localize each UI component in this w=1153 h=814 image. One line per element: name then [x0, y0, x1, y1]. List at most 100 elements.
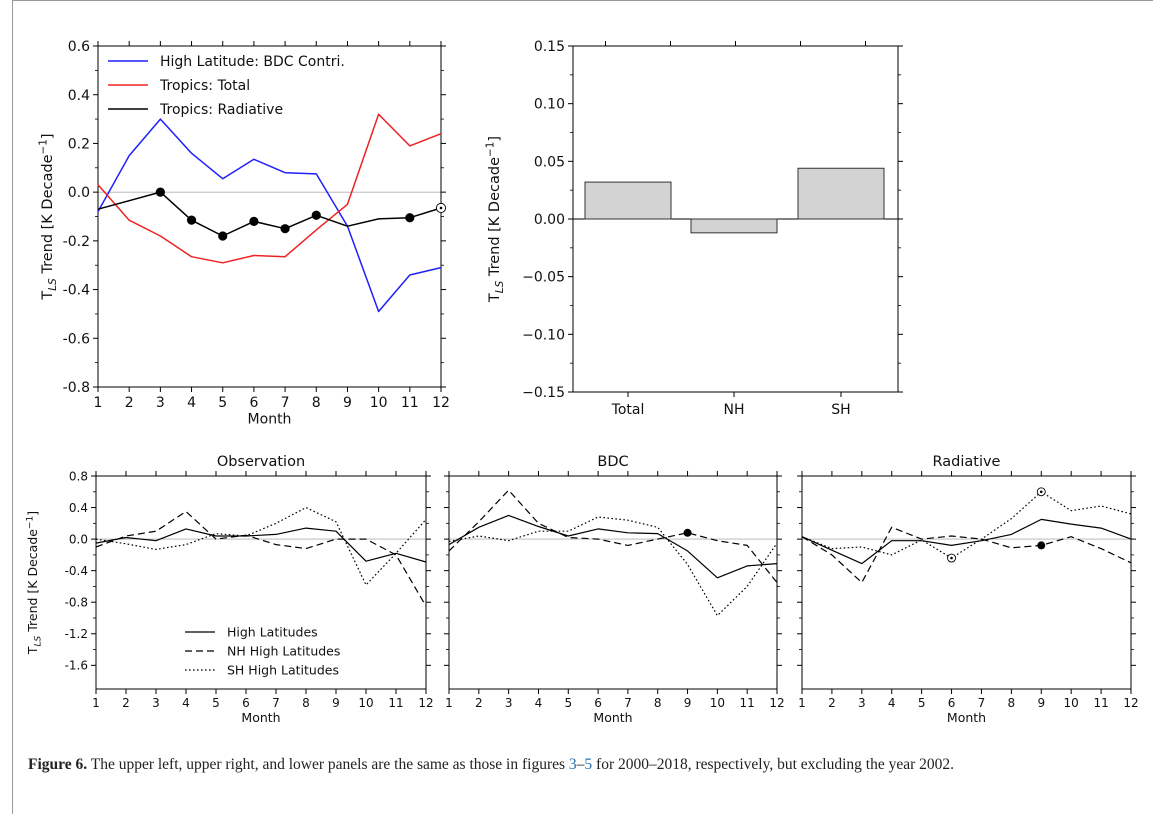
series-line-tropics-radiative	[97, 191, 442, 237]
x-tick-label: SH	[831, 402, 850, 418]
legend-label: Tropics: Total	[159, 78, 250, 94]
y-axis-label-t: T	[25, 646, 40, 655]
legend-label: NH High Latitudes	[227, 644, 340, 659]
y-axis-label-sub: LS	[34, 635, 44, 646]
caption-ref-end[interactable]: 5	[584, 756, 593, 773]
series-line-sh-high-latitudes	[801, 491, 1132, 559]
y-axis-label: TLS Trend [K Decade−1]	[25, 511, 44, 655]
y-tick-label: -0.8	[65, 596, 88, 610]
y-tick-label: 0.05	[534, 154, 565, 170]
y-axis-label-exp: −1	[25, 516, 35, 529]
y-axis-label-t: T	[40, 291, 56, 301]
figure-canvas: -0.8-0.6-0.4-0.20.00.20.40.61 2 3 4 5 6 7 8 9 10 1…	[25, 39, 1139, 725]
x-tick-label: 1	[94, 395, 103, 411]
series-line-nh-high-latitudes	[448, 489, 778, 583]
bar-sh	[797, 167, 885, 220]
panel-lower-observation: -1.6-1.2-0.8-0.40.00.40.81 2 3 4 5 6 7 8 9 10 11 12…	[25, 454, 434, 725]
y-tick-label: -0.6	[63, 331, 90, 347]
x-tick-label: 10	[370, 395, 388, 411]
y-axis-label: TLS Trend [K Decade−1]	[484, 136, 506, 303]
x-tick-label: 11	[401, 395, 419, 411]
x-tick-label: 1	[798, 696, 806, 710]
panel-upper-right: Total NH SH −0.15 −0.10 −0.05 0.00 0.05 0.10 0.15…	[484, 39, 903, 418]
x-tick-label: 1	[445, 696, 453, 710]
series-line-high-latitude-bdc-contri-	[97, 118, 442, 313]
y-tick-label: 0.6	[68, 39, 90, 55]
y-tick-label: 0.10	[534, 97, 565, 113]
caption-text-after: for 2000–2018, respectively, but excludi…	[592, 756, 955, 773]
x-tick-label: 7	[272, 696, 280, 710]
x-tick-label: 3	[156, 395, 165, 411]
x-tick-label: 2	[475, 696, 483, 710]
x-tick-label: 7	[978, 696, 986, 710]
filled-marker	[405, 213, 415, 223]
caption-ref-start[interactable]: 3	[568, 756, 577, 773]
open-marker-dot	[439, 206, 443, 210]
y-tick-label: −0.10	[522, 327, 565, 343]
y-tick-label: 0.4	[68, 88, 90, 104]
legend-label: High Latitude: BDC Contri.	[160, 54, 345, 70]
filled-marker	[280, 224, 290, 234]
filled-marker	[311, 210, 321, 220]
panel-title: Observation	[217, 454, 305, 470]
x-tick-label: 8	[654, 696, 662, 710]
bar-nh	[690, 218, 778, 234]
x-tick-label: 4	[888, 696, 896, 710]
y-tick-label: -0.4	[65, 564, 88, 578]
caption-label: Figure 6.	[28, 756, 88, 773]
figure-frame	[12, 0, 1153, 814]
x-tick-label: 9	[332, 696, 340, 710]
series-line-nh-high-latitudes	[801, 526, 1132, 584]
y-axis-label-t: T	[487, 293, 503, 303]
x-tick-label: 12	[1123, 696, 1138, 710]
axes-frame	[97, 45, 442, 388]
x-tick-label: 2	[122, 696, 130, 710]
series-line-high-latitudes	[95, 527, 427, 563]
y-tick-label: 0.4	[69, 501, 88, 515]
x-tick-label: 6	[249, 395, 258, 411]
filled-marker	[218, 231, 228, 241]
series-line-nh-high-latitudes	[95, 510, 427, 607]
y-tick-label: 0.00	[534, 212, 565, 228]
series-line-sh-high-latitudes	[95, 507, 427, 586]
x-tick-label: 11	[1093, 696, 1108, 710]
y-axis-label-sub: LS	[494, 280, 506, 293]
y-axis-label-trend: Trend [K Decade	[25, 529, 40, 636]
legend: High Latitudes NH High Latitudes SH High L…	[185, 625, 340, 678]
y-tick-label: −0.15	[522, 385, 565, 401]
x-tick-label: 2	[125, 395, 134, 411]
x-tick-label: 6	[242, 696, 250, 710]
y-axis-label: TLS Trend [K Decade−1]	[37, 133, 59, 300]
axes-frame	[95, 475, 427, 690]
caption-text-before: The upper left, upper right, and lower p…	[87, 756, 569, 773]
x-tick-label: NH	[724, 402, 745, 418]
bar-total	[584, 181, 672, 220]
filled-marker	[1037, 541, 1046, 550]
axes-frame	[448, 475, 778, 690]
x-tick-label: 12	[769, 696, 784, 710]
y-axis-label-trend: Trend [K Decade	[40, 154, 56, 278]
x-tick-label: 8	[312, 395, 321, 411]
x-axis-label: Month	[248, 412, 292, 428]
y-tick-label: 0.15	[534, 39, 565, 55]
panel-title: BDC	[597, 454, 628, 470]
y-tick-label: -0.8	[63, 380, 90, 396]
x-tick-label: 5	[218, 395, 227, 411]
legend-label: SH High Latitudes	[227, 663, 339, 678]
filled-marker	[683, 528, 692, 537]
x-tick-label: Total	[611, 402, 645, 418]
legend-label: Tropics: Radiative	[159, 102, 283, 118]
x-tick-label: 3	[858, 696, 866, 710]
x-tick-label: 10	[1064, 696, 1079, 710]
x-tick-label: 9	[343, 395, 352, 411]
x-tick-label: 6	[948, 696, 956, 710]
y-tick-label: -0.2	[63, 234, 90, 250]
x-tick-label: 4	[187, 395, 196, 411]
y-axis-label-close: ]	[487, 136, 503, 142]
y-axis-label-sub: LS	[47, 278, 59, 291]
x-tick-label: 3	[505, 696, 513, 710]
caption-dash: –	[576, 756, 585, 773]
x-tick-label: 4	[182, 696, 190, 710]
